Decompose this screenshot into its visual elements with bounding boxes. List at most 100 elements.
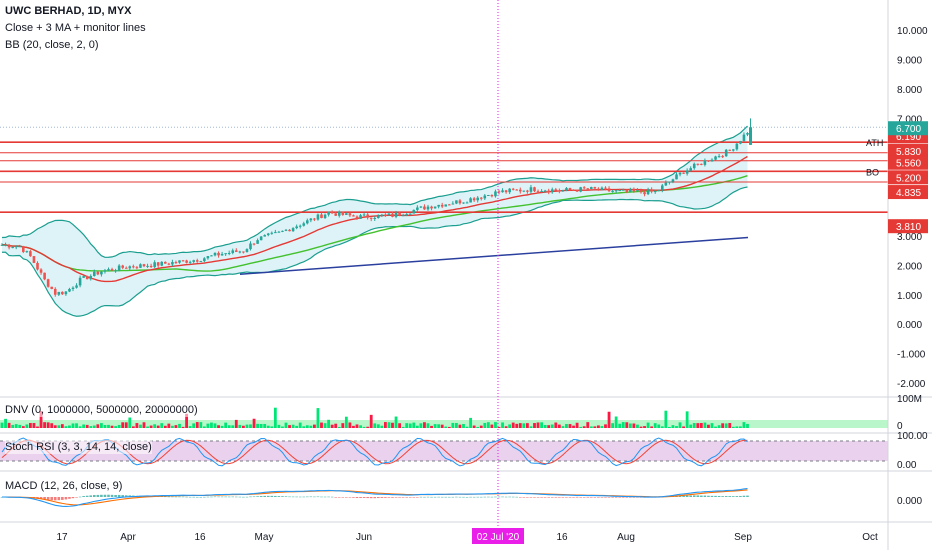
candle-body [270, 232, 274, 234]
volume-bar [281, 426, 284, 428]
volume-bar [78, 426, 82, 428]
volume-bar [504, 426, 508, 428]
candle-body [135, 267, 139, 269]
level-price-tag [888, 185, 928, 200]
volume-bar [32, 423, 36, 428]
candle-body [646, 189, 650, 195]
candle-body [149, 265, 153, 268]
volume-bar [167, 423, 171, 428]
candle-body [192, 260, 195, 262]
candle-body [103, 270, 107, 272]
macd-histogram-bar [590, 497, 593, 498]
volume-bar [199, 422, 203, 428]
candle-body [703, 160, 707, 165]
macd-histogram-bar [298, 496, 302, 498]
volume-bar [486, 422, 490, 428]
macd-histogram-bar [341, 497, 345, 498]
macd-histogram-bar [238, 496, 242, 498]
level-price-tag [888, 170, 928, 185]
candle-body [742, 134, 746, 141]
volume-bar [7, 422, 11, 428]
volume-bar [85, 424, 89, 428]
candle-body [387, 213, 391, 215]
candle-body [288, 229, 291, 232]
volume-bar [660, 426, 664, 428]
volume-bar [646, 422, 650, 428]
candle-body [263, 235, 266, 237]
volume-bar [284, 422, 288, 428]
y-tick-label: 7.000 [897, 114, 922, 125]
macd-histogram-bar [242, 496, 245, 498]
y-tick-label: 10.000 [897, 26, 928, 37]
candle-body [430, 206, 433, 209]
macd-histogram-bar [213, 496, 217, 498]
macd-histogram-bar [692, 495, 696, 497]
volume-bar [540, 422, 543, 428]
volume-bar [717, 425, 721, 428]
macd-histogram-bar [114, 495, 117, 497]
candle-body [259, 236, 263, 241]
volume-bar [323, 423, 327, 428]
macd-histogram-bar [455, 496, 458, 498]
level-price-tag [888, 143, 928, 158]
macd-histogram-bar [330, 496, 334, 498]
stoch-k-line [1, 437, 748, 467]
macd-histogram-bar [57, 497, 61, 501]
candle-body [57, 291, 61, 295]
macd-histogram-bar [195, 496, 199, 498]
candle-body [89, 275, 93, 280]
candle-body [327, 212, 330, 215]
candle-body [203, 258, 206, 262]
macd-histogram-bar [64, 497, 68, 500]
candle-body [14, 246, 18, 248]
volume-bar [650, 426, 654, 428]
candle-body [43, 272, 46, 280]
candle-body [540, 190, 543, 192]
volume-bar [455, 422, 458, 428]
macd-axis-label: 0.000 [897, 496, 922, 507]
volume-bar [618, 423, 622, 428]
candle-body [231, 250, 235, 253]
candle-body [29, 251, 32, 257]
highlight-date-text: 02 Jul '20 [477, 532, 520, 543]
macd-histogram-bar [391, 497, 394, 498]
macd-histogram-bar [621, 497, 625, 498]
price-pane[interactable]: ATH BO [0, 118, 888, 317]
candle-body [153, 262, 156, 268]
candle-body [618, 190, 621, 192]
y-tick-label: -2.000 [897, 379, 926, 390]
candle-body [586, 188, 590, 190]
macd-histogram-bar [181, 496, 185, 498]
candle-body [558, 190, 561, 192]
candle-body [440, 204, 444, 207]
macd-histogram-bar [337, 497, 341, 498]
macd-histogram-bar [632, 497, 636, 498]
candle-body [533, 187, 536, 192]
volume-bar [675, 426, 678, 428]
candle-body [369, 217, 373, 219]
candle-body [416, 207, 419, 210]
candle-body [511, 188, 515, 190]
candle-body [448, 204, 451, 206]
macd-histogram-bar [412, 497, 416, 498]
symbol-title: UWC BERHAD, 1D, MYX [5, 5, 132, 17]
macd-pane[interactable] [0, 487, 749, 507]
macd-histogram-bar [572, 497, 575, 498]
volume-bar [39, 411, 43, 428]
macd-histogram-bar [82, 496, 85, 497]
candle-body [75, 285, 78, 288]
candle-body [664, 182, 668, 186]
dnv-volume-pane[interactable] [0, 407, 888, 428]
macd-histogram-bar [103, 494, 107, 497]
candle-body [547, 190, 550, 193]
volume-bar [263, 423, 267, 428]
candle-body [472, 198, 476, 201]
candle-body [675, 174, 678, 180]
x-tick-label: 17 [56, 532, 68, 543]
macd-histogram-bar [419, 496, 423, 498]
volume-bar [330, 424, 334, 428]
candle-body [700, 163, 703, 165]
candle-body [107, 269, 110, 271]
macd-histogram-bar [171, 496, 174, 498]
